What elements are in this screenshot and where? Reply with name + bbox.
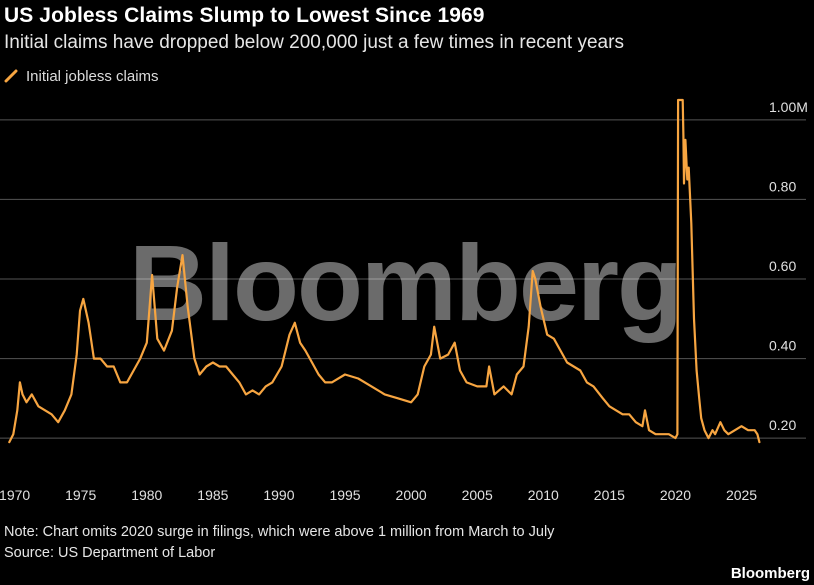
legend-label: Initial jobless claims [26, 67, 159, 85]
footer-notes: Note: Chart omits 2020 surge in filings,… [4, 522, 554, 564]
y-tick-label: 0.60 [769, 258, 796, 274]
x-tick-label: 2015 [594, 487, 625, 503]
legend-swatch-icon [4, 69, 18, 83]
legend: Initial jobless claims [4, 67, 159, 85]
x-tick-label: 1975 [65, 487, 96, 503]
y-tick-label: 1.00M [769, 99, 808, 115]
x-tick-label: 2000 [396, 487, 427, 503]
x-tick-label: 1990 [263, 487, 294, 503]
x-tick-label: 2010 [528, 487, 559, 503]
y-tick-label: 0.40 [769, 338, 796, 354]
x-tick-label: 1995 [329, 487, 360, 503]
x-tick-label: 1985 [197, 487, 228, 503]
x-tick-label: 2005 [462, 487, 493, 503]
grid-lines [0, 119, 806, 439]
series-line-0 [8, 98, 761, 444]
x-tick-label: 2025 [726, 487, 757, 503]
x-tick-label: 1970 [0, 487, 30, 503]
y-tick-label: 0.80 [769, 178, 796, 194]
x-axis: 1970 1975 1980 1985 1990 1995 2000 2005 2010 2015… [0, 487, 757, 503]
series-group [8, 98, 761, 444]
brand-logo: Bloomberg [730, 565, 810, 582]
y-axis: 1.00M 0.80 0.60 0.40 0.20 [769, 99, 808, 433]
source-line: Source: US Department of Labor [4, 545, 216, 561]
y-tick-label: 0.20 [769, 417, 796, 433]
chart-subtitle: Initial claims have dropped below 200,00… [4, 32, 624, 53]
x-tick-label: 2020 [660, 487, 691, 503]
footnote: Note: Chart omits 2020 surge in filings,… [4, 524, 555, 540]
chart-title: US Jobless Claims Slump to Lowest Since … [4, 4, 485, 27]
watermark: Bloomberg [129, 222, 681, 343]
x-tick-label: 1980 [131, 487, 162, 503]
